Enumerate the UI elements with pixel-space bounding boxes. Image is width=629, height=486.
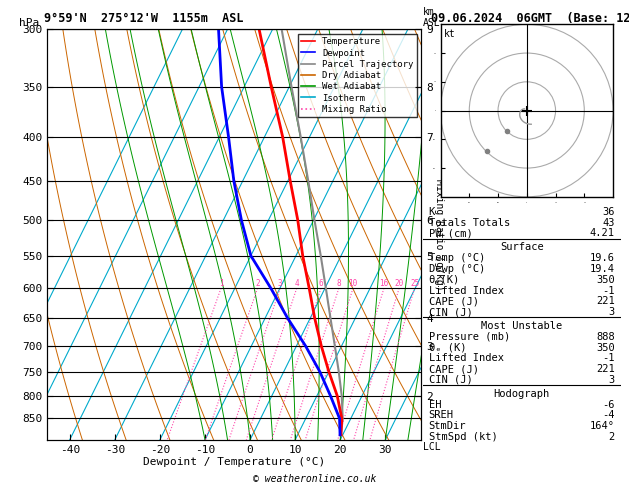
Text: km
ASL: km ASL: [423, 7, 441, 28]
Text: CIN (J): CIN (J): [428, 307, 472, 317]
Text: Temp (°C): Temp (°C): [428, 253, 485, 263]
Text: 25: 25: [410, 279, 419, 288]
Text: 09.06.2024  06GMT  (Base: 12): 09.06.2024 06GMT (Base: 12): [431, 12, 629, 25]
Text: 164°: 164°: [590, 421, 615, 431]
Text: 3: 3: [609, 375, 615, 385]
Text: hPa: hPa: [19, 18, 40, 28]
Text: 888: 888: [596, 332, 615, 342]
Text: kt: kt: [444, 30, 456, 39]
Text: Lifted Index: Lifted Index: [428, 353, 504, 364]
Text: K: K: [428, 207, 435, 217]
Text: 2: 2: [609, 432, 615, 442]
Text: Totals Totals: Totals Totals: [428, 218, 510, 228]
Text: -6: -6: [603, 399, 615, 410]
Text: CAPE (J): CAPE (J): [428, 364, 479, 374]
Text: 19.4: 19.4: [590, 264, 615, 274]
Text: 3: 3: [609, 307, 615, 317]
Text: 350: 350: [596, 343, 615, 352]
Text: StmSpd (kt): StmSpd (kt): [428, 432, 498, 442]
Text: EH: EH: [428, 399, 441, 410]
Text: 36: 36: [603, 207, 615, 217]
Text: 8: 8: [337, 279, 341, 288]
Text: Most Unstable: Most Unstable: [481, 321, 562, 331]
Text: Hodograph: Hodograph: [494, 389, 550, 399]
Text: -1: -1: [603, 353, 615, 364]
Text: Surface: Surface: [500, 243, 543, 252]
Text: 3: 3: [278, 279, 282, 288]
Text: Dewp (°C): Dewp (°C): [428, 264, 485, 274]
Text: 6: 6: [319, 279, 323, 288]
Text: 9°59'N  275°12'W  1155m  ASL: 9°59'N 275°12'W 1155m ASL: [44, 12, 243, 25]
Text: 20: 20: [394, 279, 404, 288]
Text: Lifted Index: Lifted Index: [428, 285, 504, 295]
Text: θₑ (K): θₑ (K): [428, 343, 466, 352]
Text: 19.6: 19.6: [590, 253, 615, 263]
Text: 350: 350: [596, 275, 615, 285]
Text: 2: 2: [255, 279, 260, 288]
Legend: Temperature, Dewpoint, Parcel Trajectory, Dry Adiabat, Wet Adiabat, Isotherm, Mi: Temperature, Dewpoint, Parcel Trajectory…: [298, 34, 417, 118]
Text: 221: 221: [596, 296, 615, 306]
Text: StmDir: StmDir: [428, 421, 466, 431]
Y-axis label: Mixing Ratio (g/kg): Mixing Ratio (g/kg): [434, 179, 444, 290]
Text: 43: 43: [603, 218, 615, 228]
Text: 10: 10: [348, 279, 358, 288]
Text: PW (cm): PW (cm): [428, 228, 472, 239]
Text: © weatheronline.co.uk: © weatheronline.co.uk: [253, 473, 376, 484]
Text: CIN (J): CIN (J): [428, 375, 472, 385]
Text: LCL: LCL: [423, 442, 441, 452]
Text: 16: 16: [379, 279, 389, 288]
Text: CAPE (J): CAPE (J): [428, 296, 479, 306]
Text: 4: 4: [294, 279, 299, 288]
Text: 1: 1: [219, 279, 223, 288]
X-axis label: Dewpoint / Temperature (°C): Dewpoint / Temperature (°C): [143, 457, 325, 468]
Text: -1: -1: [603, 285, 615, 295]
Text: 221: 221: [596, 364, 615, 374]
Text: 4.21: 4.21: [590, 228, 615, 239]
Text: SREH: SREH: [428, 410, 454, 420]
Text: Pressure (mb): Pressure (mb): [428, 332, 510, 342]
Text: θₑ(K): θₑ(K): [428, 275, 460, 285]
Text: -4: -4: [603, 410, 615, 420]
